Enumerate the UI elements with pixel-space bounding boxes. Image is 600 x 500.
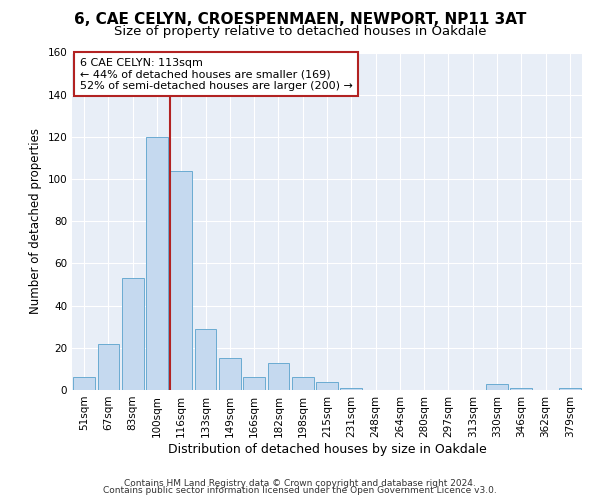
Bar <box>146 137 168 390</box>
Text: 6, CAE CELYN, CROESPENMAEN, NEWPORT, NP11 3AT: 6, CAE CELYN, CROESPENMAEN, NEWPORT, NP1… <box>74 12 526 28</box>
Text: 6 CAE CELYN: 113sqm
← 44% of detached houses are smaller (169)
52% of semi-detac: 6 CAE CELYN: 113sqm ← 44% of detached ho… <box>80 58 353 91</box>
Bar <box>268 362 289 390</box>
Bar <box>243 378 265 390</box>
Bar <box>316 382 338 390</box>
Text: Contains HM Land Registry data © Crown copyright and database right 2024.: Contains HM Land Registry data © Crown c… <box>124 478 476 488</box>
Bar <box>340 388 362 390</box>
Bar <box>73 378 95 390</box>
Bar <box>292 378 314 390</box>
Bar <box>486 384 508 390</box>
X-axis label: Distribution of detached houses by size in Oakdale: Distribution of detached houses by size … <box>167 442 487 456</box>
Bar <box>559 388 581 390</box>
Bar <box>219 358 241 390</box>
Bar <box>511 388 532 390</box>
Bar <box>194 329 217 390</box>
Text: Contains public sector information licensed under the Open Government Licence v3: Contains public sector information licen… <box>103 486 497 495</box>
Y-axis label: Number of detached properties: Number of detached properties <box>29 128 42 314</box>
Bar <box>97 344 119 390</box>
Text: Size of property relative to detached houses in Oakdale: Size of property relative to detached ho… <box>114 25 486 38</box>
Bar <box>122 278 143 390</box>
Bar <box>170 170 192 390</box>
